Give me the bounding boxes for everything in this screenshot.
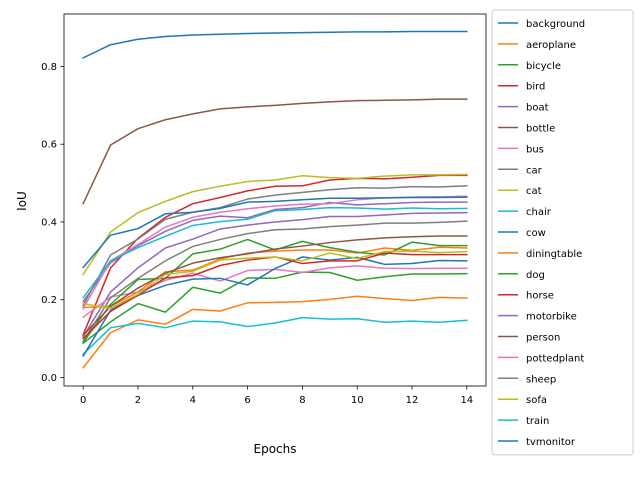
- series-line-chair: [82, 316, 468, 356]
- legend-label-motorbike: motorbike: [526, 312, 577, 323]
- y-tick-label: 0.2: [41, 295, 57, 306]
- series-line-person: [82, 235, 468, 337]
- series-line-motorbike: [82, 201, 468, 303]
- legend-label-bicycle: bicycle: [526, 61, 561, 72]
- series-line-train: [82, 206, 468, 299]
- plot-area: [82, 30, 468, 369]
- series-line-cow: [82, 256, 468, 358]
- x-tick-label: 8: [299, 395, 305, 406]
- x-tick-label: 4: [190, 395, 196, 406]
- legend-label-bottle: bottle: [526, 124, 555, 135]
- legend-label-background: background: [526, 19, 585, 30]
- legend-label-train: train: [526, 416, 549, 427]
- series-line-sheep: [82, 185, 468, 307]
- legend-label-pottedplant: pottedplant: [526, 353, 584, 364]
- x-tick-label: 2: [135, 395, 141, 406]
- series-line-bottle: [82, 98, 468, 205]
- y-tick-label: 0.8: [41, 62, 57, 73]
- series-line-sofa: [82, 250, 468, 310]
- legend-label-person: person: [526, 333, 560, 344]
- series-line-cat: [82, 173, 468, 276]
- legend-label-tvmonitor: tvmonitor: [526, 437, 576, 448]
- legend-label-horse: horse: [526, 291, 554, 302]
- legend-label-cat: cat: [526, 186, 542, 197]
- x-tick-label: 10: [351, 395, 364, 406]
- x-tick-label: 0: [80, 395, 86, 406]
- legend-frame: [491, 9, 634, 456]
- legend-label-dog: dog: [526, 270, 545, 281]
- series-line-boat: [82, 211, 468, 338]
- series-line-bird: [82, 174, 468, 336]
- series-line-bicycle: [82, 271, 468, 345]
- legend-label-bird: bird: [526, 82, 545, 93]
- x-tick-label: 12: [406, 395, 419, 406]
- series-line-diningtable: [82, 246, 468, 309]
- axes: 0 2 4 6 8 10 12 14 0.0 0.2 0.4 0.6 0.8: [41, 13, 487, 406]
- legend-label-chair: chair: [526, 207, 552, 218]
- legend-label-sofa: sofa: [526, 395, 547, 406]
- legend-label-cow: cow: [526, 228, 546, 239]
- y-tick-label: 0.0: [41, 373, 57, 384]
- x-tick-label: 6: [244, 395, 250, 406]
- legend-label-sheep: sheep: [526, 374, 556, 385]
- x-axis-label: Epochs: [254, 442, 297, 456]
- series-line-aeroplane: [82, 295, 468, 369]
- legend-label-diningtable: diningtable: [526, 249, 582, 260]
- series-line-background: [82, 30, 468, 59]
- y-axis-label: IoU: [15, 191, 29, 211]
- y-tick-label: 0.4: [41, 217, 57, 228]
- legend-label-boat: boat: [526, 103, 549, 114]
- series-line-dog: [82, 238, 468, 344]
- series-line-car: [82, 220, 468, 343]
- legend-label-bus: bus: [526, 144, 544, 155]
- x-tick-label: 14: [460, 395, 473, 406]
- series-line-tvmonitor: [82, 196, 468, 269]
- y-tick-label: 0.6: [41, 140, 57, 151]
- legend-label-aeroplane: aeroplane: [526, 40, 576, 51]
- legend: background aeroplane bicycle bird boat bottle…: [491, 9, 634, 456]
- legend-label-car: car: [526, 165, 543, 176]
- axes-frame: [63, 13, 487, 387]
